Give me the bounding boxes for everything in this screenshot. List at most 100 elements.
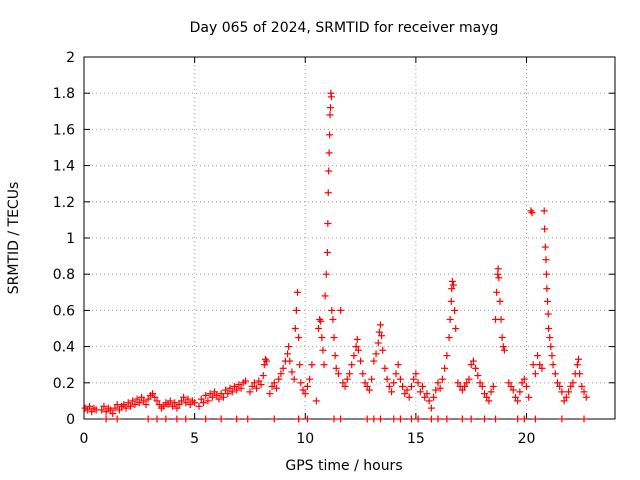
data-point (534, 352, 542, 360)
data-point (339, 379, 347, 387)
data-point (463, 379, 471, 387)
data-point (255, 377, 263, 385)
data-point (525, 393, 533, 401)
data-point (496, 297, 504, 305)
data-point (489, 382, 497, 390)
data-point (219, 393, 227, 401)
data-point (578, 382, 586, 390)
x-tick-label: 10 (296, 431, 314, 447)
grid (84, 57, 615, 419)
data-point (102, 408, 110, 416)
data-point (131, 401, 139, 409)
data-point (224, 390, 232, 398)
data-point (374, 339, 382, 347)
data-point (261, 355, 269, 363)
data-point (396, 375, 404, 383)
data-point (184, 395, 192, 403)
data-point (113, 401, 121, 409)
data-point (580, 388, 588, 396)
data-point (332, 364, 340, 372)
data-point (438, 375, 446, 383)
data-point (543, 285, 551, 293)
data-point (549, 361, 557, 369)
data-point (427, 415, 435, 423)
data-point (565, 388, 573, 396)
data-point (498, 334, 506, 342)
x-axis-label: GPS time / hours (285, 458, 402, 474)
data-point (111, 404, 119, 412)
data-point (115, 406, 123, 414)
data-point (180, 393, 188, 401)
data-point (407, 382, 415, 390)
y-tick-label: 0.6 (53, 303, 75, 319)
y-tick-label: 0.2 (53, 376, 75, 392)
data-point (451, 306, 459, 314)
data-point (541, 243, 549, 251)
x-tick-label: 5 (190, 431, 199, 447)
data-point (169, 402, 176, 410)
data-point (268, 382, 276, 390)
data-point (474, 372, 482, 380)
data-point (405, 393, 413, 401)
data-point (107, 406, 115, 414)
data-point (235, 381, 243, 389)
data-point (233, 386, 241, 394)
data-point (370, 415, 378, 423)
data-point (162, 415, 170, 423)
data-point (454, 379, 462, 387)
data-point (153, 397, 161, 405)
data-point (259, 372, 267, 380)
data-point (341, 382, 349, 390)
data-point (138, 393, 146, 401)
data-point (458, 386, 466, 394)
data-point (191, 399, 199, 407)
data-point (186, 401, 194, 409)
data-point (303, 415, 311, 423)
data-point (230, 382, 238, 390)
data-point (423, 390, 431, 398)
data-point (542, 270, 550, 278)
y-axis-label: SRMTID / TECUs (6, 182, 22, 295)
data-point (324, 220, 332, 228)
data-point (102, 415, 110, 423)
data-point (580, 415, 588, 423)
data-point (505, 379, 513, 387)
data-point (536, 361, 544, 369)
data-point (544, 297, 552, 305)
data-point (260, 361, 268, 369)
data-point (155, 401, 163, 409)
data-point (222, 386, 230, 394)
data-point (558, 415, 566, 423)
data-point (120, 401, 128, 409)
data-point (363, 415, 371, 423)
data-point (427, 404, 435, 412)
data-point (270, 415, 278, 423)
data-point (523, 382, 530, 390)
data-point (299, 386, 307, 394)
y-tick-label: 1.6 (53, 122, 75, 138)
data-point (316, 315, 324, 323)
data-point (206, 390, 214, 398)
y-tick-label: 1 (66, 231, 75, 247)
data-point (528, 209, 536, 217)
y-tick-label: 1.4 (53, 159, 75, 175)
data-point (548, 352, 556, 360)
data-point (182, 399, 190, 407)
data-point (558, 388, 566, 396)
data-point (390, 379, 398, 387)
data-point (368, 375, 376, 383)
data-point (375, 328, 383, 336)
data-point (414, 379, 422, 387)
data-point (83, 406, 91, 414)
data-point (202, 391, 210, 399)
data-point (122, 404, 130, 412)
data-point (531, 370, 539, 378)
data-point (546, 334, 554, 342)
data-point (250, 379, 258, 387)
data-point (560, 397, 568, 405)
data-point (263, 357, 271, 365)
data-point (337, 415, 345, 423)
data-point (527, 207, 535, 215)
data-point (363, 382, 371, 390)
data-point (381, 364, 389, 372)
